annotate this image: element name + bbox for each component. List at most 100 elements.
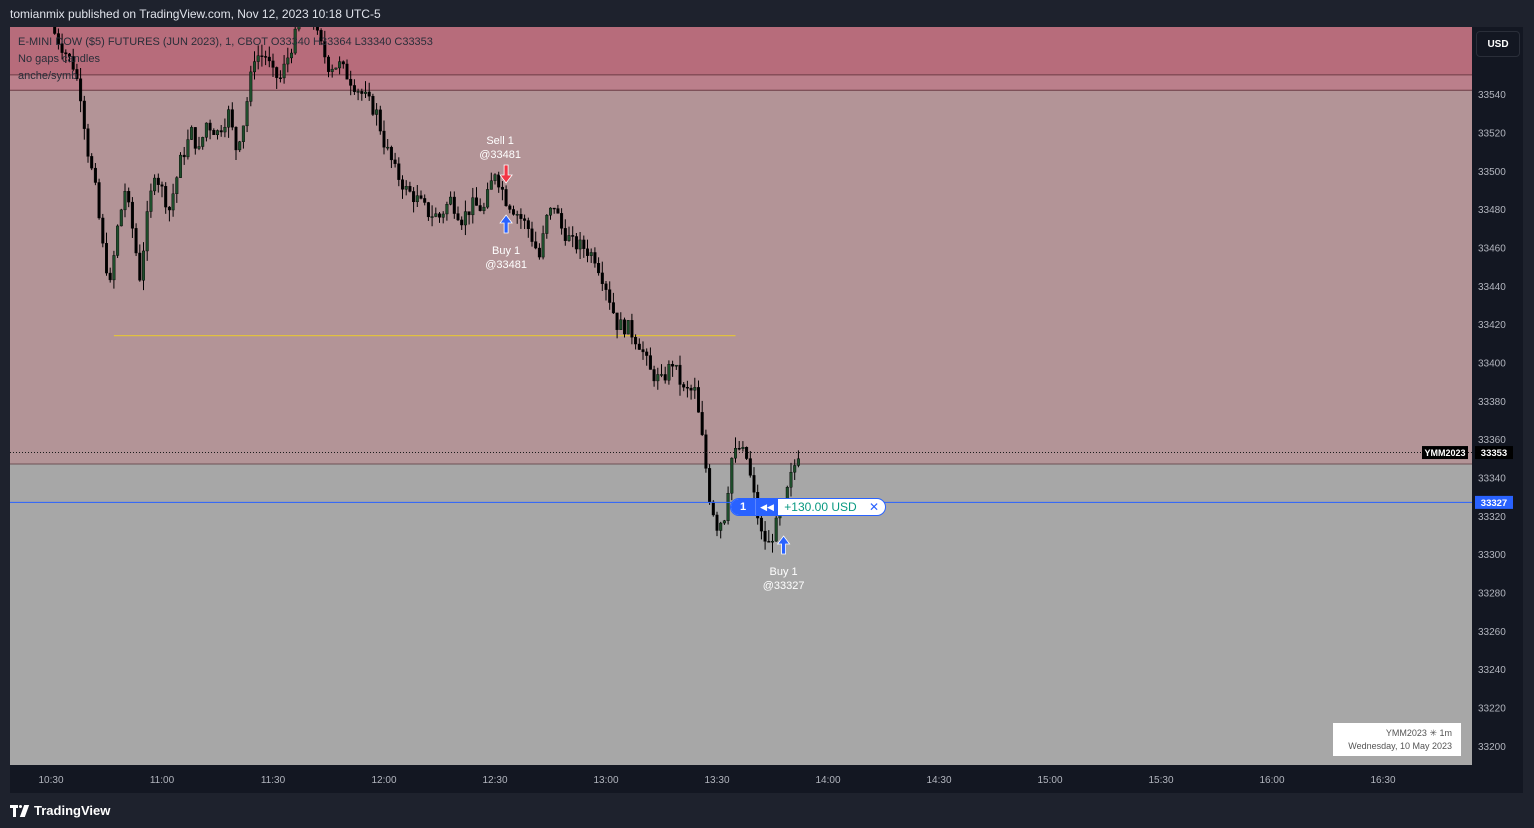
candle-body-148 xyxy=(600,272,604,285)
candle-body-164 xyxy=(660,374,664,376)
candle-body-18 xyxy=(119,209,123,227)
candle-body-82 xyxy=(356,91,360,93)
close-icon[interactable]: ✕ xyxy=(868,500,880,514)
candle-body-1 xyxy=(56,33,60,44)
chart-svg[interactable]: 33540 33520 33500 33480 33460 33440 33420 33400… xyxy=(10,27,1523,793)
candle-body-33 xyxy=(175,177,179,195)
candle-body-111 xyxy=(463,211,467,226)
candle-body-140 xyxy=(571,235,575,237)
candle-body-103 xyxy=(434,213,438,217)
candle-body-189 xyxy=(752,475,756,493)
candle-body-107 xyxy=(449,196,453,205)
x-tick-label-3: 12:00 xyxy=(371,775,396,786)
candle-body-25 xyxy=(145,211,149,252)
candle-body-32 xyxy=(171,193,175,211)
candle-body-178 xyxy=(711,501,715,516)
candle-body-108 xyxy=(452,196,456,214)
candle-body-56 xyxy=(260,55,264,57)
candle-body-58 xyxy=(267,56,271,62)
x-tick-label-0: 10:30 xyxy=(38,775,63,786)
candle-body-153 xyxy=(619,319,623,330)
candle-body-184 xyxy=(734,448,738,459)
candle-body-163 xyxy=(656,374,660,382)
price-zone-1 xyxy=(10,74,1472,91)
candle-body-126 xyxy=(519,214,523,219)
price-axis-bg xyxy=(1472,27,1523,793)
position-qty[interactable]: 1 xyxy=(731,499,755,515)
candle-body-201 xyxy=(796,458,800,466)
candle-body-109 xyxy=(456,213,460,221)
legend-indicator-line[interactable]: No gaps candles xyxy=(18,53,100,65)
candle-body-6 xyxy=(75,69,79,79)
x-tick-label-12: 16:30 xyxy=(1370,775,1395,786)
x-tick-label-5: 13:00 xyxy=(593,775,618,786)
candle-body-39 xyxy=(197,146,201,149)
candle-body-104 xyxy=(438,213,442,218)
legend-indicator-line-2[interactable]: anche/symb xyxy=(18,70,78,82)
x-tick-label-1: 11:00 xyxy=(150,775,175,786)
candle-body-29 xyxy=(160,184,164,187)
candle-body-122 xyxy=(504,189,508,207)
candle-body-167 xyxy=(671,364,675,367)
candle-body-168 xyxy=(674,364,678,367)
candle-body-174 xyxy=(697,387,701,413)
price-zone-2 xyxy=(10,90,1472,465)
x-tick-label-6: 13:30 xyxy=(704,775,729,786)
candle-body-101 xyxy=(426,202,430,218)
candle-body-61 xyxy=(278,77,282,79)
y-tick-label-2: 33500 xyxy=(1478,167,1506,178)
candle-body-186 xyxy=(741,447,745,449)
reverse-arrows-icon[interactable]: ◀◀ xyxy=(755,499,778,515)
candle-body-139 xyxy=(567,235,571,241)
candle-body-40 xyxy=(201,137,205,147)
candle-body-13 xyxy=(101,217,105,244)
candle-body-80 xyxy=(349,78,353,86)
candle-body-75 xyxy=(330,68,334,72)
candle-body-30 xyxy=(164,186,168,208)
candle-body-185 xyxy=(737,448,741,450)
y-tick-label-6: 33420 xyxy=(1478,320,1506,331)
candle-body-199 xyxy=(789,471,793,488)
position-pill[interactable]: 1 ◀◀ +130.00 USD ✕ xyxy=(730,498,886,516)
candle-body-20 xyxy=(127,191,131,203)
candle-body-31 xyxy=(167,206,171,211)
legend-symbol-line[interactable]: E-MINI DOW ($5) FUTURES (JUN 2023), 1, C… xyxy=(18,36,433,48)
candle-body-132 xyxy=(541,233,545,258)
candle-body-53 xyxy=(249,71,253,102)
candle-body-160 xyxy=(645,351,649,356)
candle-body-77 xyxy=(338,61,342,69)
candle-body-90 xyxy=(386,146,390,149)
candle-body-172 xyxy=(689,387,693,391)
candle-body-3 xyxy=(64,52,68,55)
tradingview-logo[interactable]: TradingView xyxy=(10,803,110,818)
candle-body-155 xyxy=(626,320,630,335)
y-tick-label-16: 33220 xyxy=(1478,703,1506,714)
candle-body-85 xyxy=(367,91,371,97)
chart-frame[interactable]: 33540 33520 33500 33480 33460 33440 33420 33400… xyxy=(10,27,1523,793)
candle-body-179 xyxy=(715,514,719,531)
candle-body-195 xyxy=(774,517,778,542)
candle-body-8 xyxy=(82,100,86,129)
candle-body-134 xyxy=(549,207,553,216)
buy-marker-label-2: Buy 1 xyxy=(770,566,798,578)
candle-body-156 xyxy=(630,320,634,338)
candle-body-28 xyxy=(156,177,160,185)
candle-body-15 xyxy=(108,272,112,281)
candle-body-169 xyxy=(678,364,682,385)
candle-body-9 xyxy=(86,128,90,157)
time-axis-bg xyxy=(10,765,1472,793)
candle-body-83 xyxy=(360,91,364,94)
candle-body-65 xyxy=(293,28,297,54)
x-tick-label-8: 14:30 xyxy=(926,775,951,786)
candle-body-128 xyxy=(526,220,530,230)
candle-body-115 xyxy=(478,205,482,211)
x-tick-label-9: 15:00 xyxy=(1037,775,1062,786)
candle-body-112 xyxy=(467,211,471,216)
candle-body-51 xyxy=(241,125,245,142)
tradingview-icon xyxy=(10,804,30,817)
candle-body-194 xyxy=(771,540,775,543)
last-price-label: 33353 xyxy=(1481,448,1507,459)
candle-body-181 xyxy=(722,520,726,524)
currency-button[interactable]: USD xyxy=(1476,31,1520,57)
candle-body-158 xyxy=(637,343,641,350)
